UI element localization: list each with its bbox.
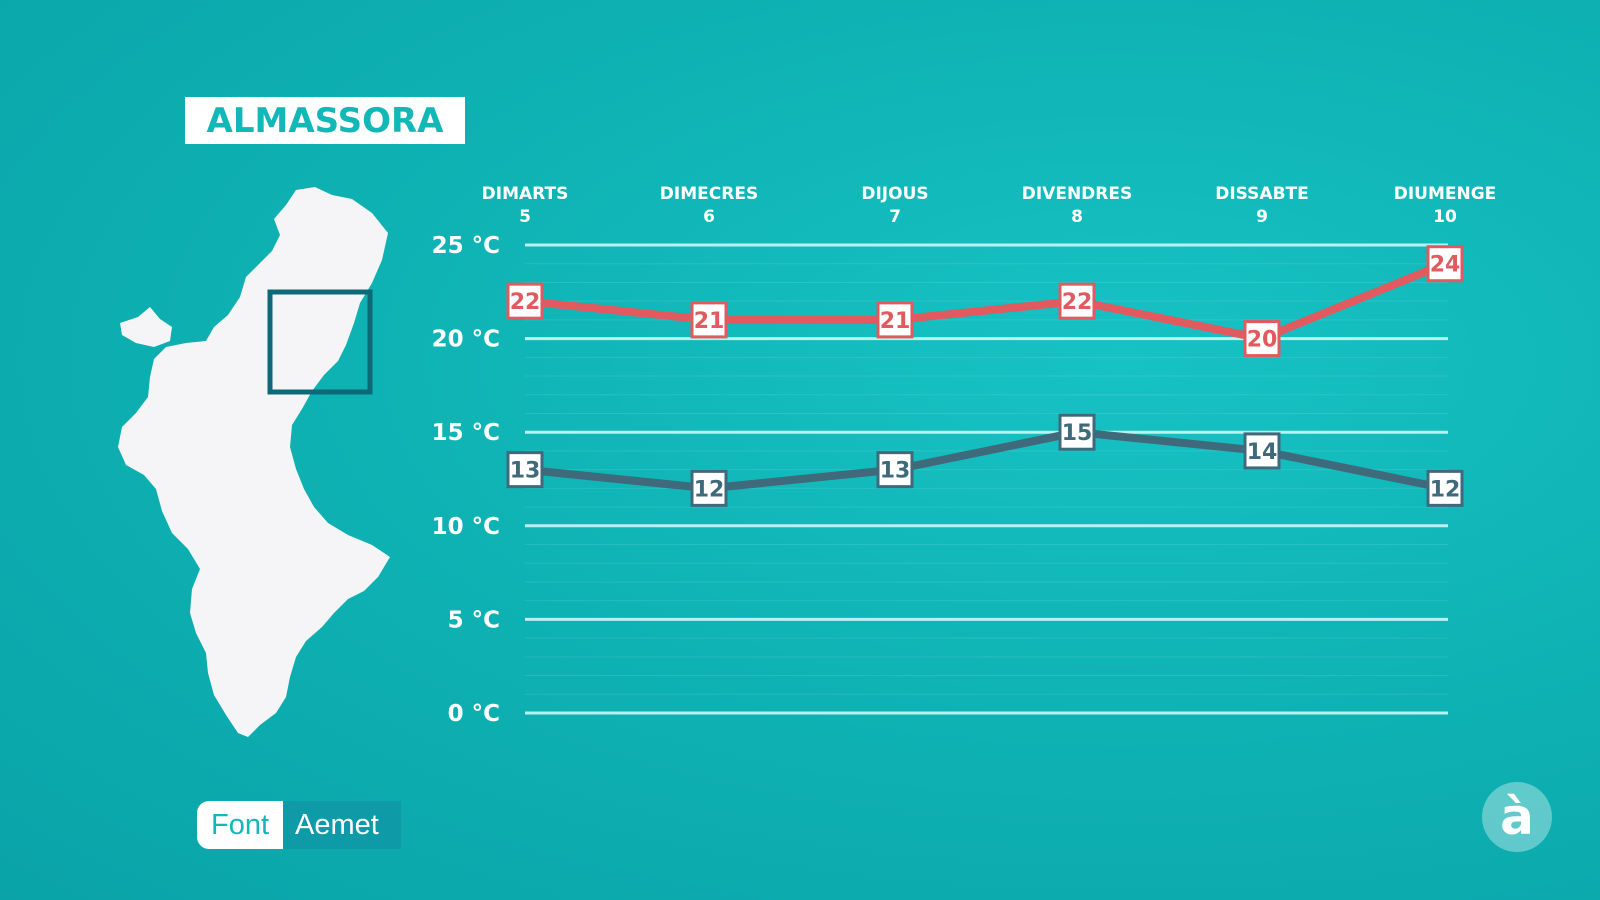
- max-point-marker: [690, 301, 728, 339]
- y-tick-label: 10 °C: [432, 514, 500, 540]
- max-value-label: 22: [510, 290, 541, 315]
- x-day-label: DISSABTE: [1215, 184, 1308, 204]
- x-date-label: 6: [703, 207, 715, 227]
- min-value-label: 13: [510, 459, 541, 484]
- min-value-label: 15: [1062, 421, 1093, 446]
- city-title: ALMASSORA: [206, 100, 444, 141]
- y-tick-label: 15 °C: [432, 420, 500, 446]
- max-point-marker: [1426, 245, 1464, 283]
- x-date-label: 7: [889, 207, 901, 227]
- min-point-marker: [1058, 413, 1096, 451]
- valencian-community-map-icon: [118, 187, 390, 737]
- max-point-marker: [1243, 320, 1281, 358]
- x-day-label: DIUMENGE: [1394, 184, 1497, 204]
- x-day-label: DIMECRES: [660, 184, 758, 204]
- y-tick-label: 20 °C: [432, 327, 500, 353]
- x-date-label: 8: [1071, 207, 1083, 227]
- x-date-label: 9: [1256, 207, 1268, 227]
- max-point-marker: [506, 282, 544, 320]
- min-value-label: 13: [880, 459, 911, 484]
- min-value-label: 12: [1430, 477, 1461, 502]
- min-temperature-line: [521, 428, 1449, 493]
- y-tick-label: 5 °C: [448, 607, 500, 633]
- min-point-marker: [1243, 432, 1281, 470]
- max-value-label: 21: [694, 309, 725, 334]
- city-title-box: ALMASSORA: [185, 97, 465, 144]
- y-tick-label: 0 °C: [448, 701, 500, 727]
- x-day-label: DIMARTS: [482, 184, 569, 204]
- y-tick-label: 25 °C: [432, 233, 500, 259]
- x-date-label: 10: [1433, 207, 1457, 227]
- min-point-marker: [1426, 469, 1464, 507]
- x-day-label: DIVENDRES: [1022, 184, 1133, 204]
- max-temperature-line: [521, 259, 1449, 343]
- min-point-marker: [876, 451, 914, 489]
- source-value: Aemet: [283, 801, 401, 849]
- max-value-label: 20: [1247, 328, 1278, 353]
- max-value-label: 21: [880, 309, 911, 334]
- min-value-label: 12: [694, 477, 725, 502]
- max-point-marker: [1058, 282, 1096, 320]
- source-label: Font: [197, 801, 284, 849]
- x-date-label: 5: [519, 207, 531, 227]
- min-point-marker: [690, 469, 728, 507]
- x-day-label: DIJOUS: [861, 184, 928, 204]
- max-value-label: 24: [1430, 253, 1461, 278]
- max-point-marker: [876, 301, 914, 339]
- min-value-label: 14: [1247, 440, 1278, 465]
- source-badge: Font Aemet: [197, 801, 401, 849]
- a-grave-logo-icon: à: [1482, 782, 1552, 852]
- min-point-marker: [506, 451, 544, 489]
- max-value-label: 22: [1062, 290, 1093, 315]
